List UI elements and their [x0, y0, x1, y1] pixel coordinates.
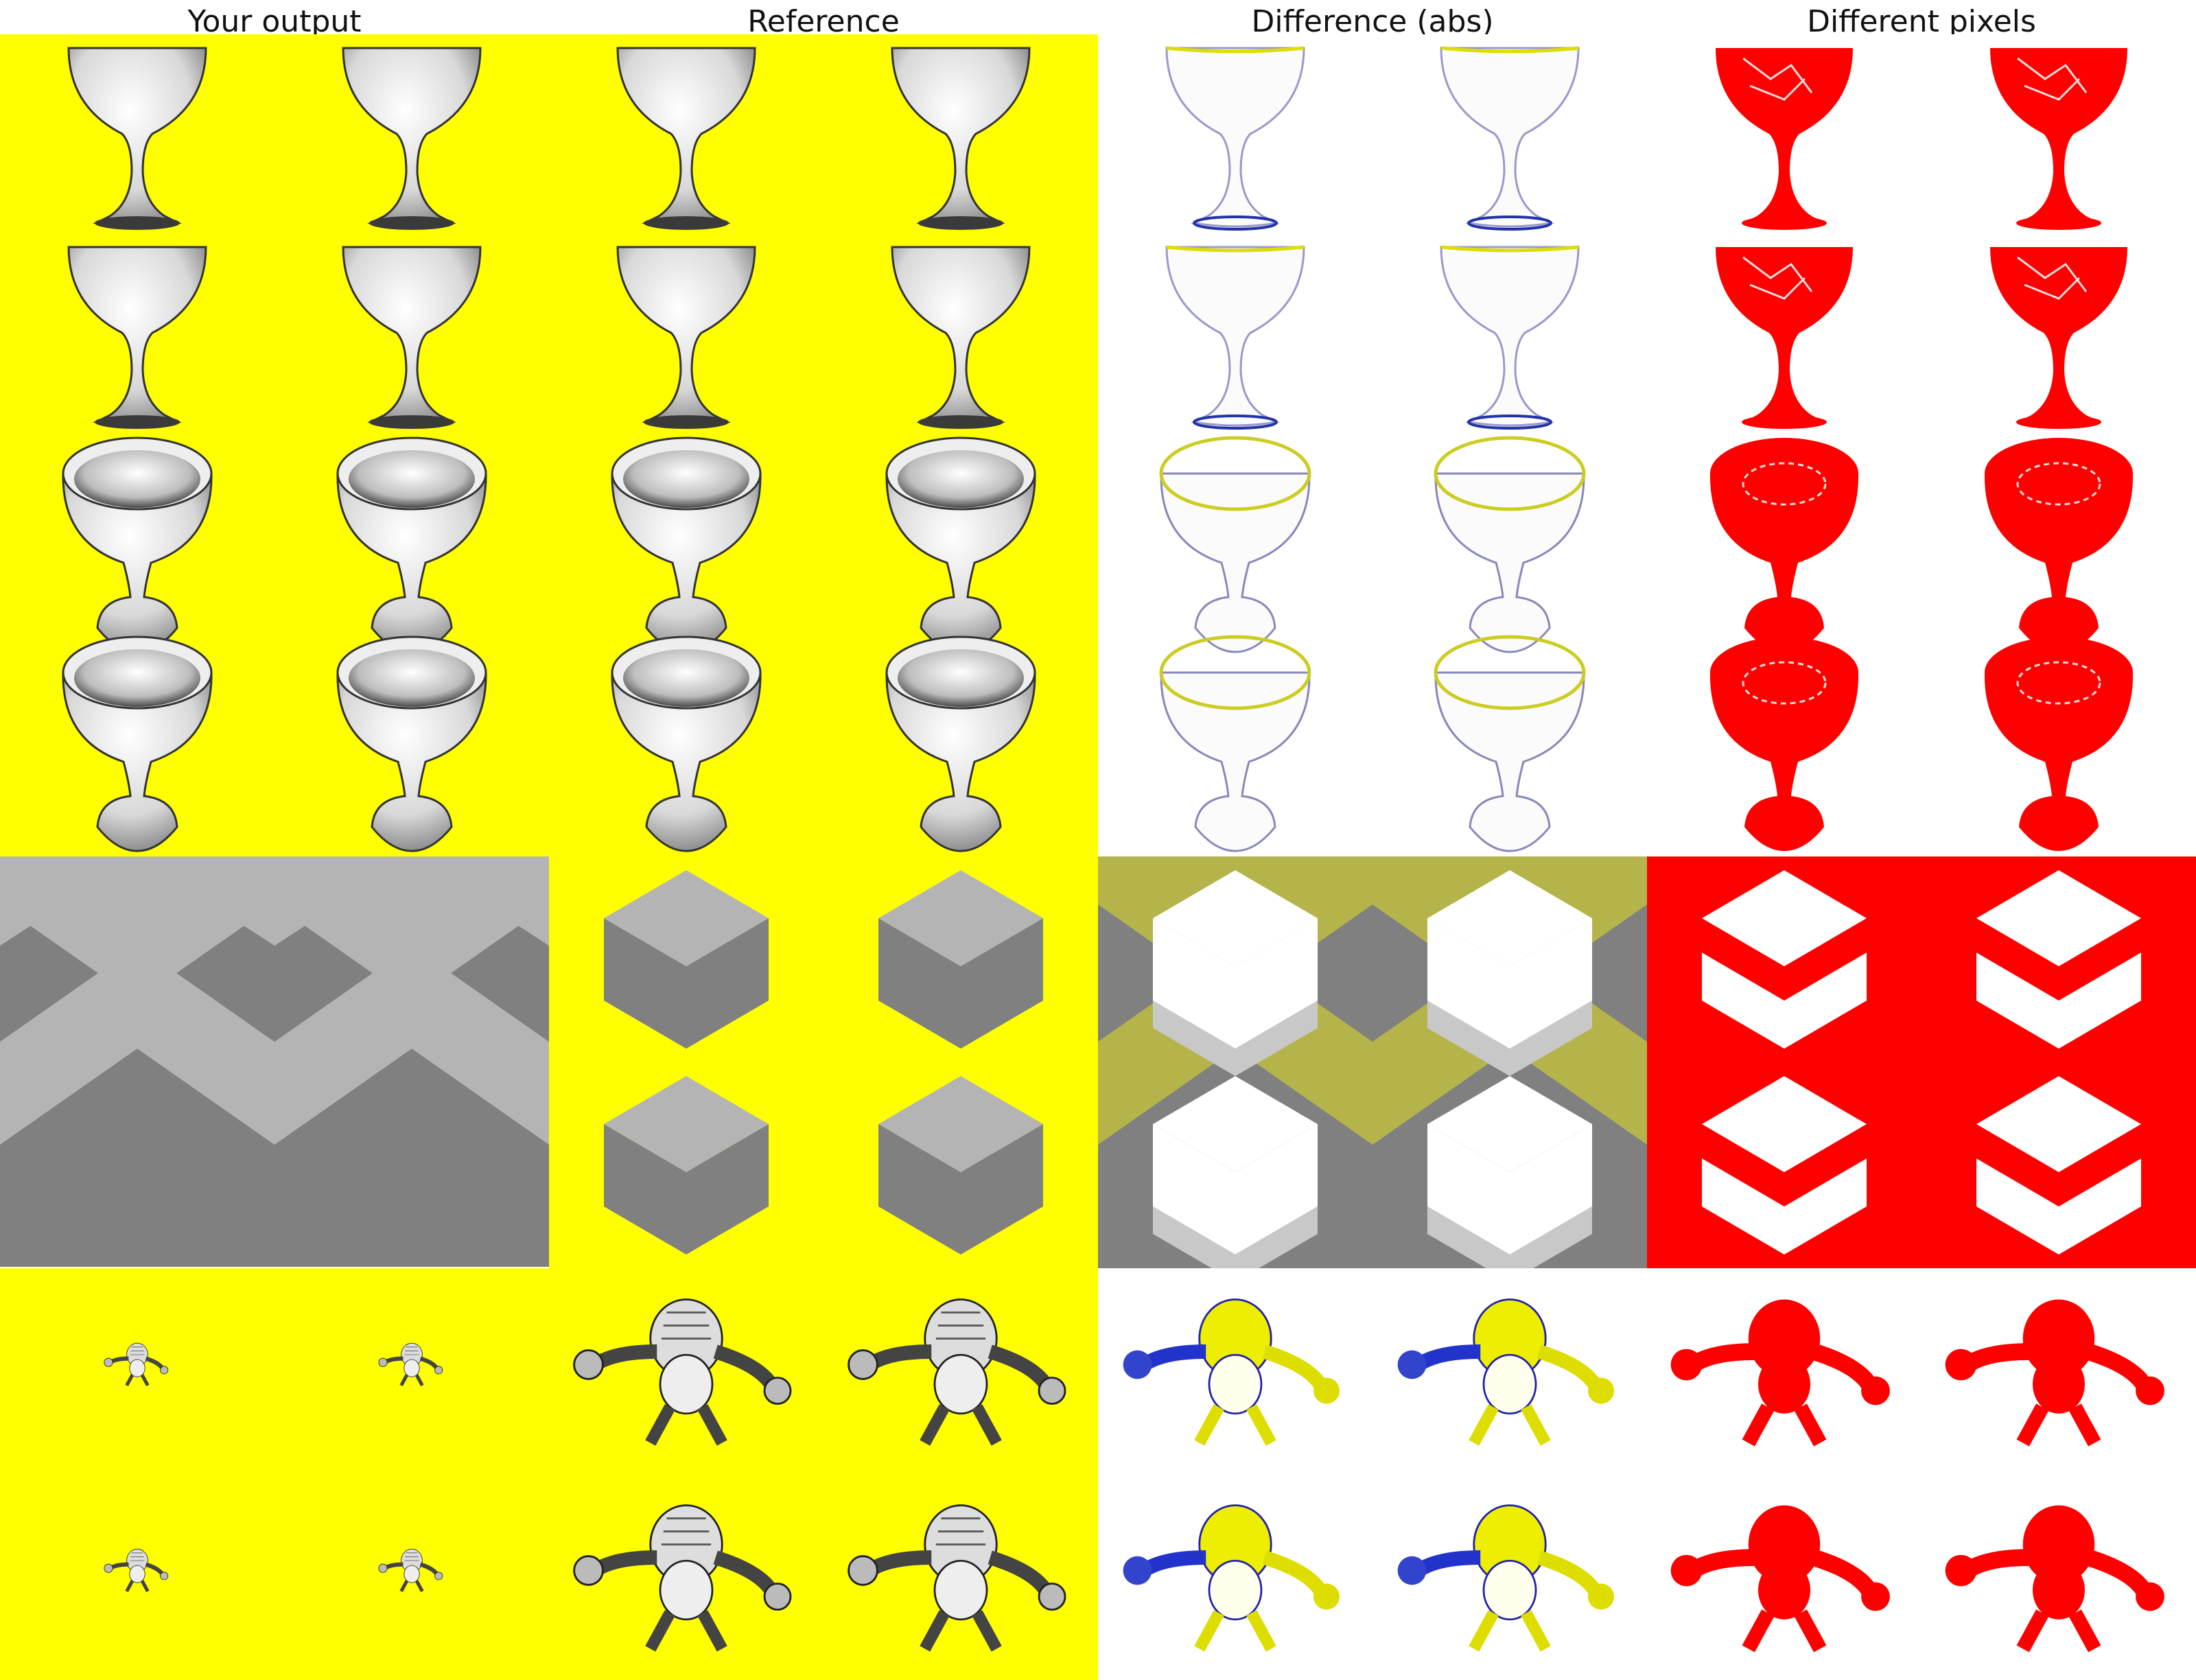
reference-cubes	[604, 870, 1043, 1255]
different-pixels-goblet-panel	[1647, 34, 2196, 856]
output-creatures	[0, 1268, 549, 1680]
output-cubes	[0, 856, 549, 1268]
reference-cube-panel	[549, 856, 1098, 1268]
difference-goblet-panel	[1098, 34, 1647, 856]
difference-goblets	[1098, 34, 1647, 856]
different-pixels-creatures	[1647, 1268, 2196, 1680]
output-creature-panel	[0, 1268, 549, 1680]
reference-goblet-panel	[549, 34, 1098, 856]
difference-creature-panel	[1098, 1268, 1647, 1680]
reference-goblets	[611, 47, 1036, 852]
difference-cubes	[1098, 856, 1647, 1268]
output-cube-panel	[0, 856, 549, 1268]
difference-cube-panel	[1098, 856, 1647, 1268]
different-pixels-goblets	[1709, 47, 2134, 852]
output-goblet-panel	[0, 34, 549, 856]
reference-creatures	[549, 1268, 1098, 1680]
column-title-different-pixels: Different pixels	[1807, 4, 2036, 34]
different-pixels-cubes	[1702, 870, 2141, 1255]
column-title-reference: Reference	[747, 4, 900, 34]
different-pixels-cube-panel	[1647, 856, 2196, 1268]
output-goblets	[62, 47, 487, 852]
difference-creatures	[1098, 1268, 1647, 1680]
column-title-difference: Difference (abs)	[1251, 4, 1494, 34]
reference-creature-panel	[549, 1268, 1098, 1680]
column-title-output: Your output	[187, 4, 362, 34]
different-pixels-creature-panel	[1647, 1268, 2196, 1680]
